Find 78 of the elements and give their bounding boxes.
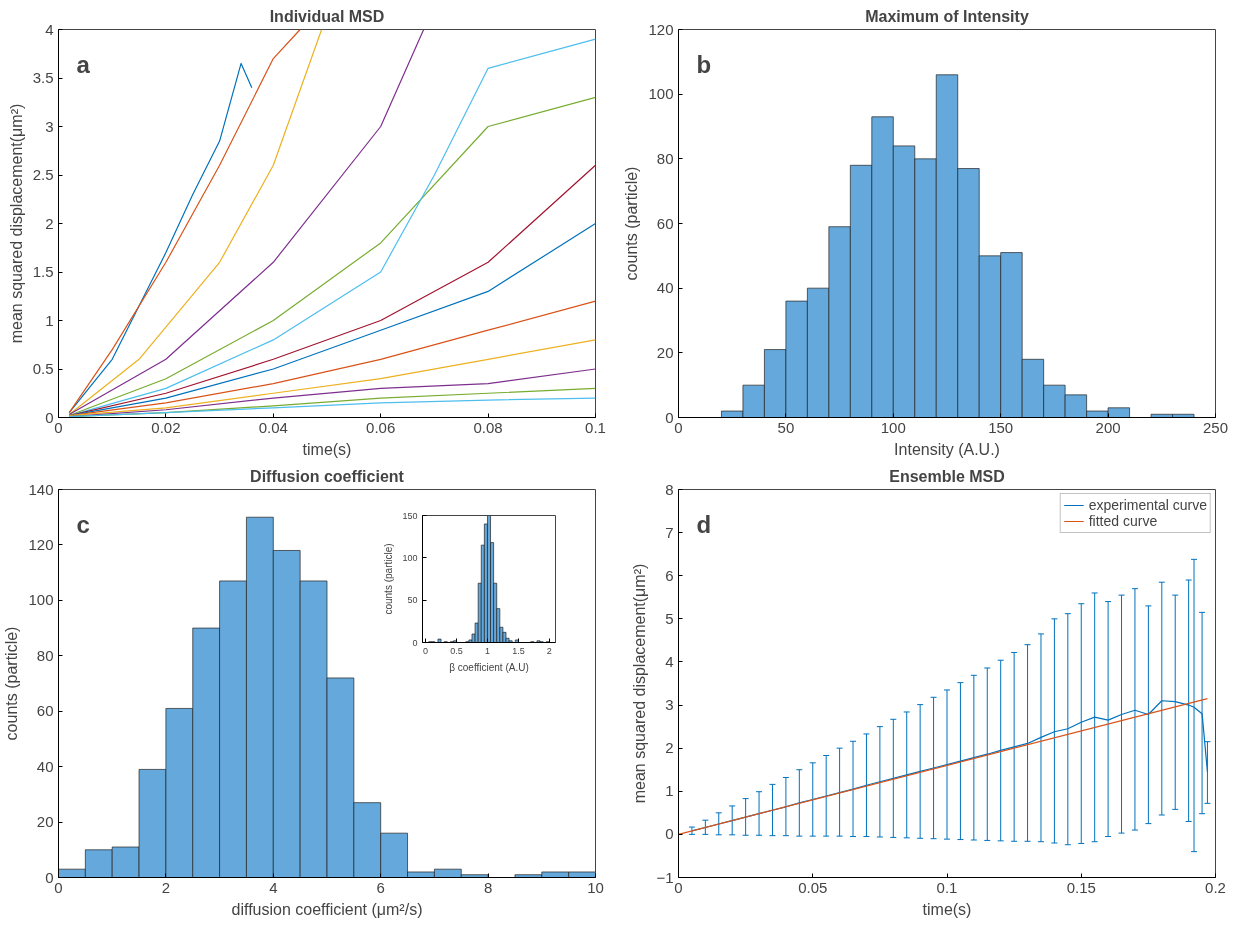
x-tick-label: 0.2	[1205, 878, 1226, 896]
y-tick-label: 150	[402, 510, 418, 521]
x-axis-title: time(s)	[302, 440, 352, 458]
x-tick-label: 2	[546, 645, 552, 656]
y-tick-label: 2	[665, 739, 674, 757]
x-tick-label: 0.1	[585, 418, 606, 436]
x-tick-label: 250	[1202, 418, 1229, 436]
y-tick-label: 140	[28, 480, 54, 498]
y-tick-label: 1	[45, 311, 54, 329]
y-tick-label: 20	[36, 813, 54, 831]
y-tick-label: 100	[28, 591, 54, 609]
x-tick-label: 6	[376, 878, 385, 896]
y-tick-label: 120	[648, 20, 674, 38]
y-tick-label: 80	[36, 646, 54, 664]
y-axis-title: counts (particle)	[383, 543, 395, 615]
x-tick-label: 0.04	[258, 418, 288, 436]
y-tick-label: 3.5	[32, 69, 54, 86]
x-tick-label: 8	[483, 878, 493, 896]
y-tick-label: 1.5	[32, 263, 54, 280]
x-tick-label: 0.02	[151, 418, 181, 436]
chart-title: Ensemble MSD	[889, 467, 1005, 485]
y-tick-label: 5	[665, 609, 674, 627]
y-tick-label: 7	[665, 523, 674, 541]
x-tick-label: 0.08	[473, 418, 503, 436]
chart-title: Diffusion coefficient	[250, 467, 405, 485]
y-tick-label: −1	[656, 868, 674, 886]
y-tick-label: 6	[665, 566, 674, 584]
x-tick-label: 10	[587, 878, 604, 896]
x-axis-title: diffusion coefficient (μm²/s)	[231, 900, 423, 918]
x-tick-label: 1.5	[512, 645, 525, 656]
x-tick-label: 0.5	[450, 645, 463, 656]
y-tick-label: 60	[656, 214, 674, 232]
x-tick-label: 0.05	[798, 878, 828, 896]
y-tick-label: 0	[412, 637, 418, 648]
y-tick-label: 20	[656, 343, 674, 361]
y-tick-label: 60	[36, 702, 54, 720]
y-tick-label: 100	[402, 552, 418, 563]
y-tick-label: 0	[665, 825, 674, 843]
y-axis-title: mean squared displacement(μm²)	[7, 103, 25, 344]
y-tick-label: 0.5	[32, 360, 54, 377]
x-axis-title: time(s)	[922, 900, 972, 918]
y-tick-label: 50	[407, 595, 418, 606]
x-tick-label: 0.15	[1066, 878, 1096, 896]
y-axis-title: counts (particle)	[623, 166, 641, 281]
x-tick-label: 50	[777, 418, 795, 436]
y-tick-label: 3	[665, 696, 674, 714]
y-tick-label: 8	[665, 480, 674, 498]
chart-title: Maximum of Intensity	[865, 7, 1029, 25]
y-tick-label: 1	[665, 782, 674, 800]
y-tick-label: 4	[45, 20, 54, 38]
y-tick-label: 100	[648, 85, 674, 103]
x-tick-label: 100	[880, 418, 906, 436]
x-tick-label: 200	[1095, 418, 1121, 436]
y-tick-label: 40	[36, 757, 54, 775]
y-tick-label: 40	[656, 279, 674, 297]
x-tick-label: 0.1	[936, 878, 958, 896]
y-tick-label: 120	[28, 535, 54, 553]
x-axis-title: Intensity (A.U.)	[894, 440, 1000, 458]
y-axis-title: counts (particle)	[3, 626, 21, 741]
x-tick-label: 4	[269, 878, 278, 896]
y-tick-label: 2	[45, 214, 54, 232]
x-tick-label: 0	[423, 645, 429, 656]
annotation: d	[696, 510, 712, 538]
chart-title: Individual MSD	[269, 7, 385, 25]
x-tick-label: 150	[988, 418, 1014, 436]
x-tick-label: 1	[484, 645, 490, 656]
y-tick-label: 3	[45, 117, 54, 135]
legend-label: experimental curve	[1088, 497, 1207, 513]
y-tick-label: 2.5	[32, 166, 54, 183]
y-tick-label: 80	[656, 149, 674, 167]
x-tick-label: 0.06	[366, 418, 396, 436]
annotation: a	[76, 50, 91, 78]
x-axis-title: β coefficient (A.U)	[449, 661, 529, 673]
x-tick-label: 2	[161, 878, 171, 896]
annotation: b	[696, 50, 712, 78]
legend-label: fitted curve	[1088, 513, 1158, 529]
y-axis-title: mean squared displacement(μm²)	[631, 563, 649, 804]
annotation: c	[76, 510, 90, 538]
